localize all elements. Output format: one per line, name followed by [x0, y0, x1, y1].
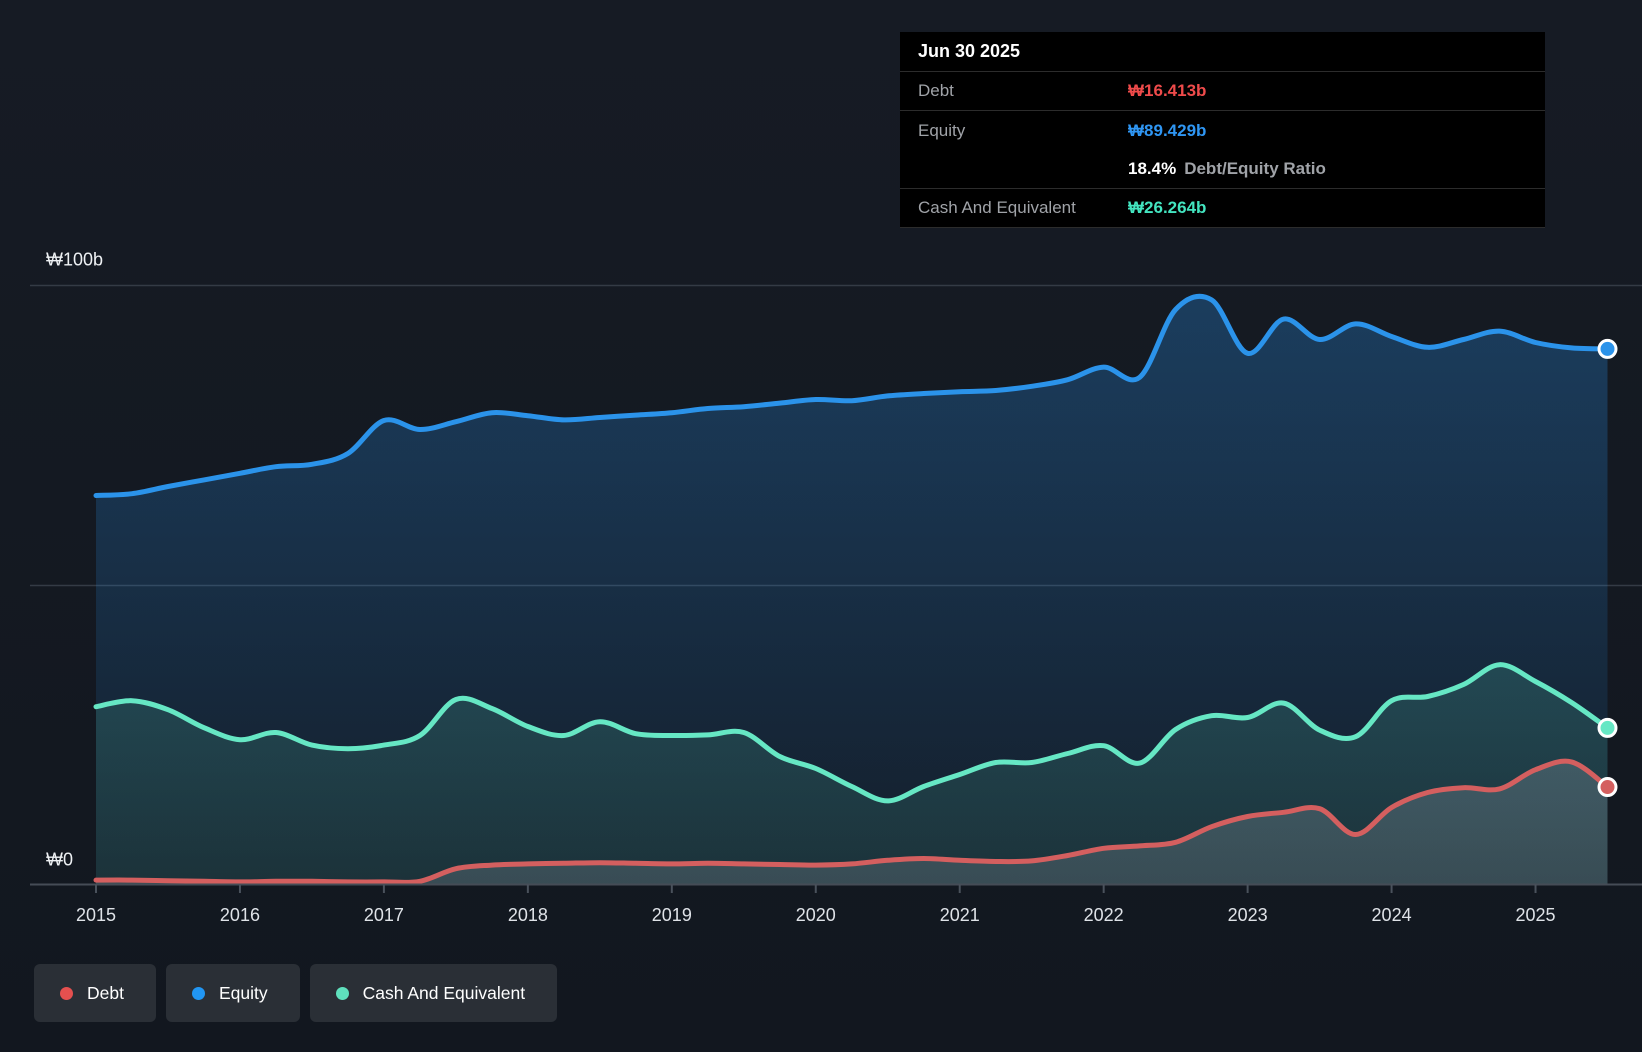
tooltip-cash-value: ₩26.264b — [1128, 197, 1207, 217]
x-tick-label-2019: 2019 — [652, 905, 692, 925]
legend-item-debt[interactable]: Debt — [34, 964, 156, 1022]
legend-cash-label: Cash And Equivalent — [362, 982, 526, 1003]
equity-end-marker[interactable] — [1597, 338, 1618, 359]
equity-line — [93, 293, 1610, 498]
x-tick-label-2025: 2025 — [1516, 905, 1556, 925]
x-tick-label-2017: 2017 — [364, 905, 404, 925]
debt-dot-icon — [60, 986, 73, 1000]
legend-item-equity[interactable]: Equity — [165, 964, 300, 1022]
equity-dot-icon — [191, 986, 205, 1000]
x-tick-label-2015: 2015 — [76, 905, 116, 925]
y-tick-label-100b: ₩100b — [46, 249, 103, 269]
tooltip-equity-label: Equity — [918, 120, 966, 140]
x-tick-label-2020: 2020 — [796, 905, 836, 925]
x-tick-label-2023: 2023 — [1228, 905, 1268, 925]
legend-equity-label: Equity — [218, 982, 268, 1003]
chart-legend: Debt Equity Cash And Equivalent — [34, 964, 558, 1022]
x-tick-label-2022: 2022 — [1084, 905, 1124, 925]
debt-line — [93, 758, 1610, 885]
x-tick-label-2021: 2021 — [940, 905, 980, 925]
x-tick-label-2016: 2016 — [220, 905, 260, 925]
tooltip-row-debt: Debt ₩16.413b — [900, 72, 1545, 112]
x-tick-label-2018: 2018 — [508, 905, 548, 925]
tooltip-ratio-label: Debt/Equity Ratio — [1184, 158, 1326, 178]
debt-end-marker[interactable] — [1597, 777, 1618, 798]
x-tick-label-2024: 2024 — [1372, 905, 1412, 925]
tooltip-ratio-value: 18.4% — [1128, 158, 1177, 178]
tooltip-header: Jun 30 2025 — [900, 32, 1545, 73]
legend-item-cash[interactable]: Cash And Equivalent — [309, 964, 558, 1022]
debt-area — [96, 761, 1608, 886]
y-tick-label-0b: ₩0 — [46, 849, 73, 869]
cash-dot-icon — [335, 986, 349, 1000]
tooltip-date: Jun 30 2025 — [918, 41, 1021, 62]
tooltip-debt-value: ₩16.413b — [1128, 81, 1207, 101]
chart-tooltip: Jun 30 2025 Debt ₩16.413b Equity ₩89.429… — [900, 32, 1545, 229]
tooltip-row-cash: Cash And Equivalent ₩26.264b — [900, 189, 1545, 229]
tooltip-cash-label: Cash And Equivalent — [918, 197, 1076, 217]
legend-debt-label: Debt — [87, 982, 124, 1003]
cash-and-equivalent-end-marker[interactable] — [1597, 717, 1618, 738]
tooltip-row-equity: Equity ₩89.429b — [900, 111, 1545, 149]
tooltip-row-ratio: 18.4% Debt/Equity Ratio — [900, 150, 1545, 189]
cash-and-equivalent-line — [93, 662, 1610, 804]
tooltip-equity-value: ₩89.429b — [1128, 120, 1207, 140]
tooltip-debt-label: Debt — [918, 81, 954, 101]
